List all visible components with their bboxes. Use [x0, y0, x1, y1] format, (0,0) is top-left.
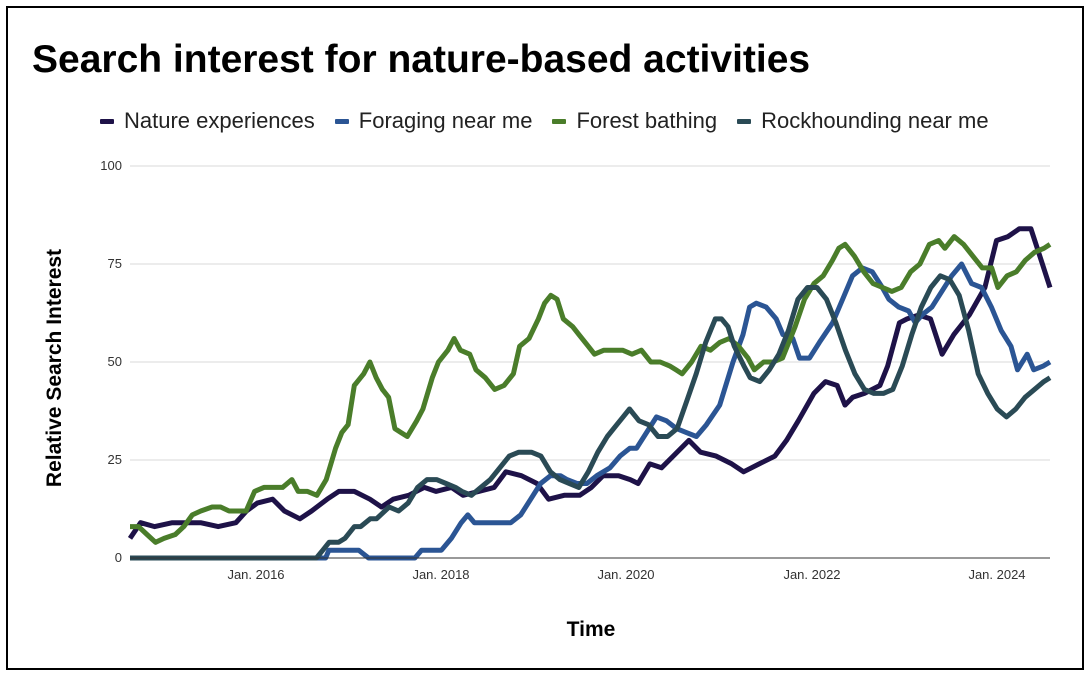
- legend-swatch-rockhounding-near-me: [737, 118, 752, 124]
- y-tick-label-0: 0: [115, 550, 122, 565]
- x-tick-label-2020: Jan. 2020: [597, 567, 654, 582]
- gridlines: [130, 165, 1050, 461]
- legend-item-nature-experiences: Nature experiences: [100, 108, 315, 134]
- legend-label-rockhounding-near-me: Rockhounding near me: [761, 108, 989, 133]
- legend-item-foraging-near-me: Foraging near me: [334, 108, 533, 134]
- legend-swatch-nature-experiences: [100, 118, 114, 124]
- legend-swatch-forest-bathing: [552, 118, 567, 124]
- x-tick-label-2016: Jan. 2016: [227, 567, 284, 582]
- y-tick-label-25: 25: [108, 452, 122, 467]
- y-tick-label-100: 100: [100, 158, 122, 173]
- series-line-rockhounding-near-me: [130, 273, 1052, 561]
- legend-label-forest-bathing: Forest bathing: [576, 108, 718, 133]
- y-axis-ticks: 0 25 50 75 100: [100, 158, 122, 565]
- legend-swatch-foraging-near-me: [334, 118, 349, 124]
- x-tick-label-2022: Jan. 2022: [783, 567, 840, 582]
- series-line-forest-bathing: [130, 234, 1052, 545]
- y-tick-label-75: 75: [108, 256, 122, 271]
- y-tick-label-50: 50: [108, 354, 122, 369]
- x-axis-ticks: Jan. 2016 Jan. 2018 Jan. 2020 Jan. 2022 Jan.…: [227, 567, 1025, 582]
- legend-label-foraging-near-me: Foraging near me: [358, 108, 533, 133]
- series-lines: [127, 226, 1053, 561]
- legend-item-forest-bathing: Forest bathing: [552, 108, 717, 134]
- legend-label-nature-experiences: Nature experiences: [124, 108, 315, 133]
- legend-item-rockhounding-near-me: Rockhounding near me: [737, 108, 989, 134]
- y-axis-title: Relative Search Interest: [43, 249, 66, 487]
- x-axis-title: Time: [567, 618, 616, 641]
- series-line-nature-experiences: [127, 226, 1053, 540]
- chart-legend: Nature experiences Foraging near me Fore…: [100, 108, 1009, 134]
- chart-title: Search interest for nature-based activit…: [32, 38, 811, 81]
- series-line-foraging-near-me: [130, 261, 1052, 561]
- x-tick-label-2018: Jan. 2018: [412, 567, 469, 582]
- x-tick-label-2024: Jan. 2024: [968, 567, 1025, 582]
